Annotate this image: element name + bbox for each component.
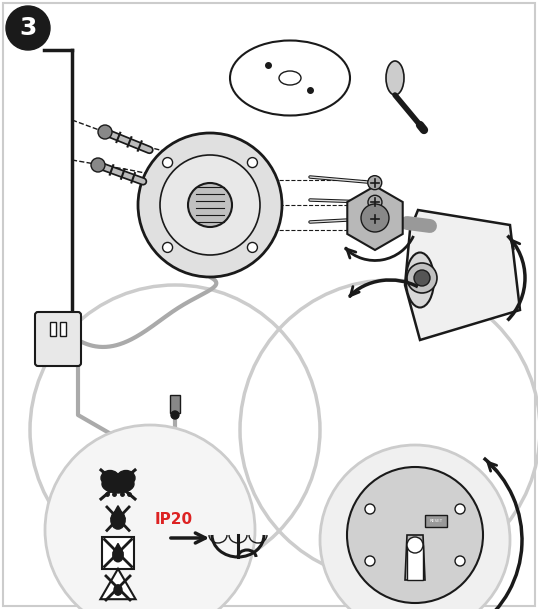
Bar	[407, 545, 423, 580]
Ellipse shape	[230, 41, 350, 116]
Circle shape	[162, 158, 173, 167]
Circle shape	[247, 158, 257, 167]
Circle shape	[188, 183, 232, 227]
Bar	[60, 322, 66, 336]
Circle shape	[365, 556, 375, 566]
Text: IP20: IP20	[155, 513, 193, 527]
Circle shape	[320, 445, 510, 609]
Bar	[50, 322, 56, 336]
Ellipse shape	[386, 61, 404, 95]
Ellipse shape	[102, 475, 134, 493]
Ellipse shape	[111, 511, 125, 529]
Polygon shape	[101, 569, 136, 599]
Polygon shape	[348, 186, 403, 250]
Polygon shape	[405, 210, 520, 340]
Circle shape	[171, 411, 179, 419]
Bar	[102, 537, 134, 569]
Circle shape	[455, 504, 465, 514]
Circle shape	[45, 425, 255, 609]
Polygon shape	[113, 543, 123, 553]
Polygon shape	[405, 535, 425, 580]
Circle shape	[6, 6, 50, 50]
Circle shape	[414, 270, 430, 286]
Circle shape	[247, 242, 257, 252]
Circle shape	[98, 125, 112, 139]
Circle shape	[368, 211, 382, 225]
Circle shape	[138, 133, 282, 277]
Circle shape	[407, 537, 423, 553]
Polygon shape	[111, 505, 125, 519]
Text: 3: 3	[19, 16, 37, 40]
Circle shape	[365, 504, 375, 514]
Circle shape	[361, 204, 389, 232]
Text: RESET: RESET	[429, 519, 443, 523]
Ellipse shape	[406, 253, 434, 308]
Circle shape	[455, 556, 465, 566]
Circle shape	[347, 467, 483, 603]
Ellipse shape	[113, 548, 123, 561]
Bar	[425, 515, 447, 527]
Ellipse shape	[279, 71, 301, 85]
Ellipse shape	[117, 471, 135, 485]
Circle shape	[160, 155, 260, 255]
Circle shape	[162, 242, 173, 252]
Ellipse shape	[114, 585, 122, 595]
Circle shape	[368, 175, 382, 189]
Bar	[170, 395, 180, 413]
Circle shape	[91, 158, 105, 172]
Ellipse shape	[101, 471, 119, 485]
FancyBboxPatch shape	[35, 312, 81, 366]
Circle shape	[368, 195, 382, 209]
Circle shape	[407, 263, 437, 293]
